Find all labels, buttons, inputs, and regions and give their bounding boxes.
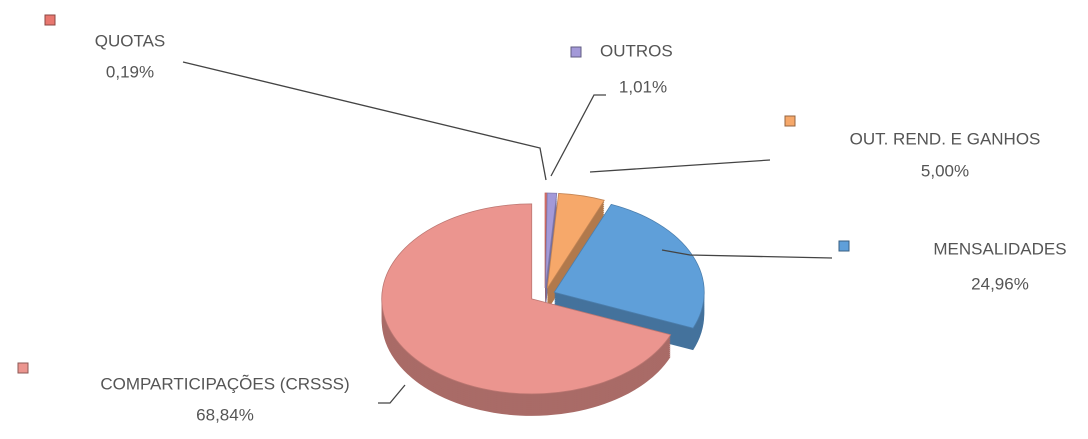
value-label: 68,84% (196, 405, 254, 424)
slice-label: OUT. REND. E GANHOS (850, 129, 1041, 148)
value-label: 5,00% (921, 161, 969, 180)
slice (545, 192, 558, 289)
legend-swatch (784, 115, 796, 127)
legend-swatch (570, 46, 582, 58)
legend-swatch (44, 14, 56, 26)
leader-line (661, 249, 833, 259)
slice-label: COMPARTICIPAÇÕES (CRSSS) (100, 374, 349, 393)
legend-swatch (838, 240, 850, 252)
slice (546, 193, 605, 289)
leader-line (550, 94, 606, 177)
value-label: 1,01% (619, 77, 667, 96)
leader-line (378, 384, 406, 404)
value-label: 24,96% (971, 274, 1029, 293)
legend-swatch (17, 362, 29, 374)
leader-line (589, 159, 771, 173)
slice-label: OUTROS (600, 41, 673, 60)
value-label: 0,19% (106, 62, 154, 81)
slice-label: MENSALIDADES (933, 239, 1066, 258)
leader-line (182, 61, 547, 181)
slice-label: QUOTAS (95, 31, 166, 50)
slice (381, 203, 672, 395)
